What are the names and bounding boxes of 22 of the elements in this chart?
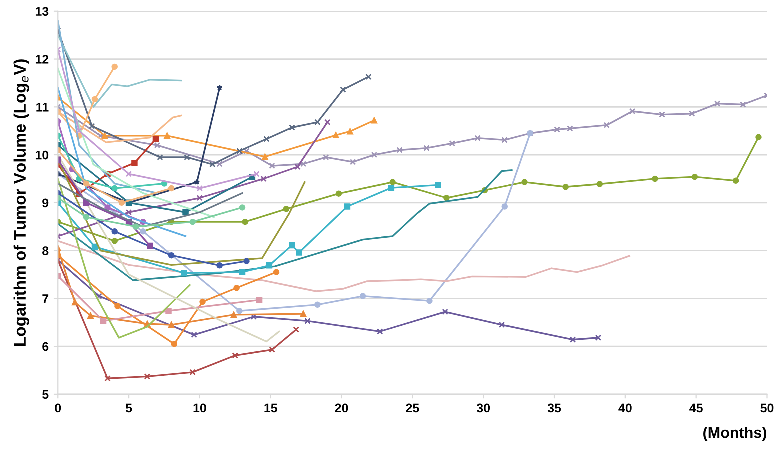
y-tick-label: 6 (42, 342, 49, 352)
x-tick-label: 5 (126, 404, 132, 413)
y-tick-label: 5 (42, 390, 49, 400)
x-tick-label: 30 (476, 404, 490, 413)
x-tick-label: 45 (690, 404, 703, 413)
x-tick-label: 20 (335, 404, 348, 413)
y-tick-label: 13 (36, 7, 49, 16)
y-tick-label: 11 (36, 103, 49, 112)
y-tick-label: 8 (42, 246, 49, 256)
y-tick-label: 10 (36, 150, 49, 160)
x-axis-title: (Months) (704, 427, 766, 442)
x-tick-label: 50 (760, 404, 774, 413)
x-tick-label: 40 (618, 404, 632, 413)
x-tick-label: 0 (55, 404, 62, 413)
x-tick-label: 35 (548, 404, 562, 413)
x-tick-label: 15 (264, 404, 278, 413)
y-tick-label: 7 (42, 294, 49, 304)
x-tick-label: 25 (406, 404, 420, 413)
x-tick-label: 10 (194, 404, 206, 413)
y-tick-label: 12 (36, 55, 49, 64)
y-axis-title: Logarithm of Tumor Volume (Log$_{e}$V) (14, 60, 30, 346)
y-tick-label: 9 (42, 198, 49, 208)
